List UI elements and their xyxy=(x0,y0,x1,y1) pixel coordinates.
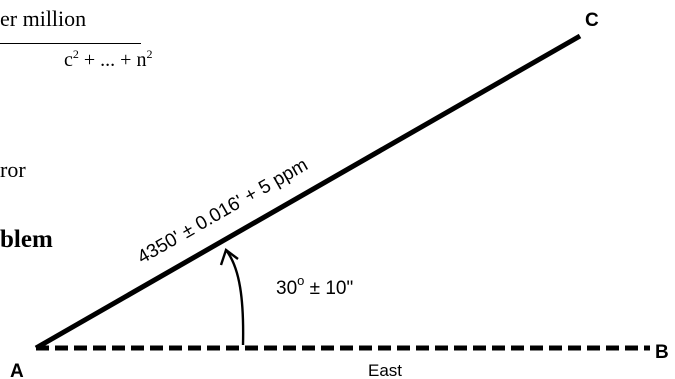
angle-arc xyxy=(226,250,243,345)
point-label-a: A xyxy=(10,361,24,379)
angle-measurement-label: 30o ± 10" xyxy=(276,273,353,299)
angle-value: 30 xyxy=(276,278,297,299)
line-ac xyxy=(36,36,580,348)
curved-arrow-icon xyxy=(221,250,243,345)
point-label-b: B xyxy=(655,342,669,363)
point-label-c: C xyxy=(585,10,599,31)
baseline-direction-label: East xyxy=(368,361,402,379)
line-ac-measurement-label: 4350' ± 0.016' + 5 ppm xyxy=(134,154,311,268)
angle-tolerance: ± 10" xyxy=(304,278,353,299)
angle-degree-mark: o xyxy=(297,273,304,288)
